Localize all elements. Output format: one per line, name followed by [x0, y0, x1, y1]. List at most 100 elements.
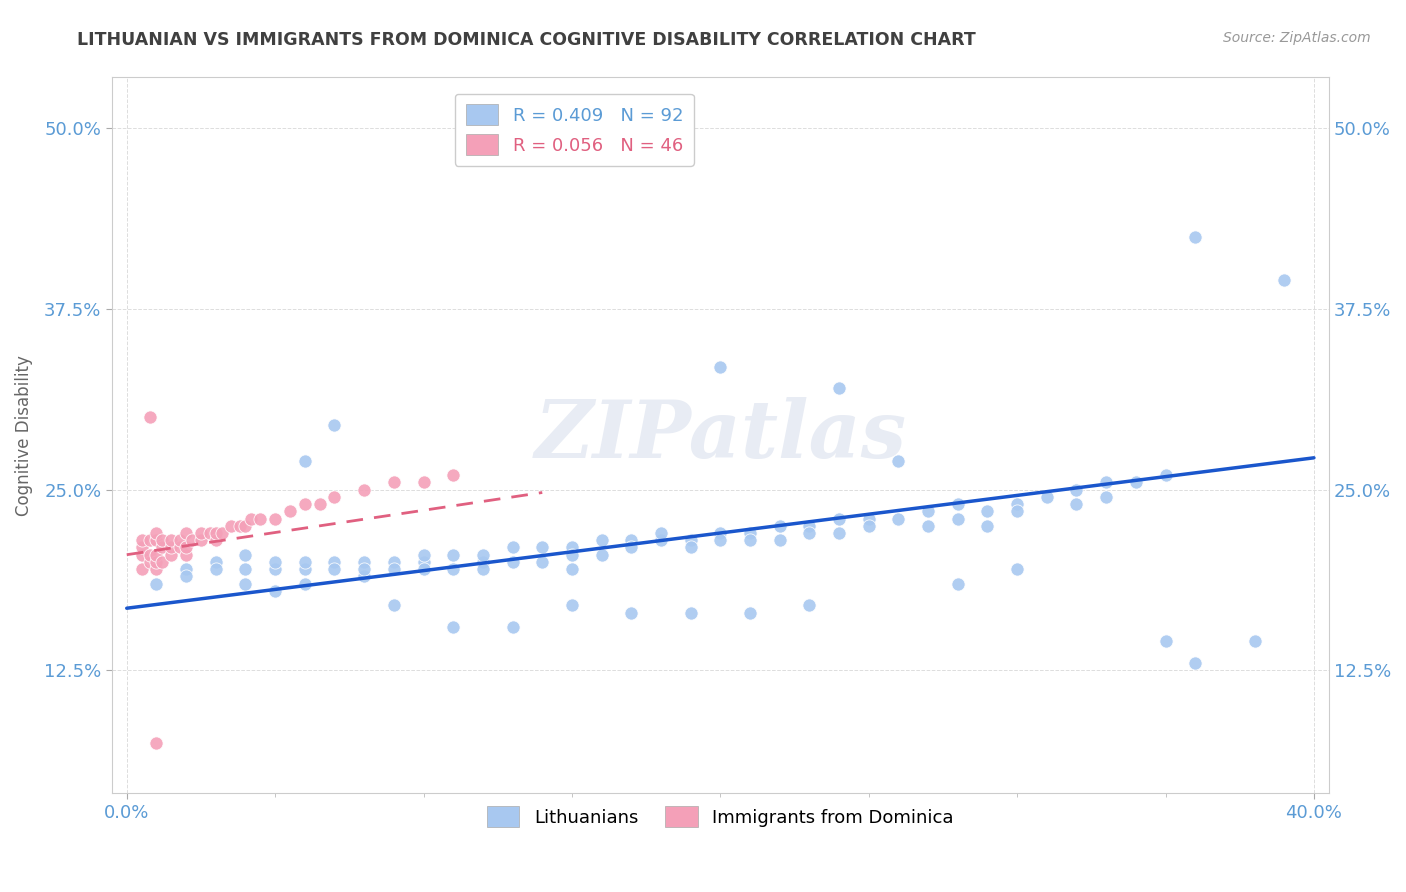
- Point: [382, 562, 405, 576]
- Point: [145, 576, 167, 591]
- Point: [174, 562, 197, 576]
- Point: [471, 555, 494, 569]
- Point: [190, 533, 212, 548]
- Point: [382, 599, 405, 613]
- Point: [235, 576, 257, 591]
- Point: [650, 526, 672, 541]
- Point: [139, 555, 162, 569]
- Point: [799, 599, 821, 613]
- Point: [211, 526, 233, 541]
- Point: [131, 533, 153, 548]
- Point: [294, 497, 316, 511]
- Point: [190, 526, 212, 541]
- Point: [561, 562, 583, 576]
- Point: [1184, 656, 1206, 670]
- Point: [531, 541, 554, 555]
- Point: [204, 555, 226, 569]
- Point: [204, 533, 226, 548]
- Point: [502, 620, 524, 634]
- Point: [441, 468, 464, 483]
- Point: [160, 548, 183, 562]
- Point: [174, 569, 197, 583]
- Point: [441, 562, 464, 576]
- Point: [412, 562, 434, 576]
- Point: [1184, 229, 1206, 244]
- Point: [946, 497, 969, 511]
- Point: [1005, 504, 1028, 518]
- Point: [799, 518, 821, 533]
- Point: [799, 526, 821, 541]
- Point: [858, 511, 880, 525]
- Point: [294, 453, 316, 467]
- Point: [131, 562, 153, 576]
- Point: [145, 526, 167, 541]
- Point: [264, 562, 287, 576]
- Point: [1095, 475, 1118, 490]
- Point: [139, 410, 162, 425]
- Point: [1066, 497, 1088, 511]
- Point: [204, 562, 226, 576]
- Point: [471, 562, 494, 576]
- Point: [1125, 475, 1147, 490]
- Point: [278, 504, 301, 518]
- Point: [294, 576, 316, 591]
- Point: [240, 511, 263, 525]
- Point: [235, 562, 257, 576]
- Point: [591, 533, 613, 548]
- Point: [917, 518, 939, 533]
- Point: [353, 483, 375, 497]
- Point: [169, 541, 191, 555]
- Point: [887, 453, 910, 467]
- Point: [1154, 468, 1177, 483]
- Point: [1005, 562, 1028, 576]
- Point: [976, 518, 998, 533]
- Point: [620, 541, 643, 555]
- Point: [198, 526, 221, 541]
- Point: [264, 583, 287, 598]
- Point: [323, 555, 346, 569]
- Point: [174, 548, 197, 562]
- Point: [219, 518, 242, 533]
- Point: [1005, 497, 1028, 511]
- Point: [591, 548, 613, 562]
- Point: [738, 526, 761, 541]
- Point: [946, 511, 969, 525]
- Point: [679, 533, 702, 548]
- Point: [502, 541, 524, 555]
- Point: [1036, 490, 1059, 504]
- Point: [946, 576, 969, 591]
- Point: [174, 526, 197, 541]
- Point: [709, 359, 731, 374]
- Point: [131, 548, 153, 562]
- Point: [174, 541, 197, 555]
- Point: [620, 533, 643, 548]
- Point: [204, 526, 226, 541]
- Point: [738, 533, 761, 548]
- Point: [145, 533, 167, 548]
- Point: [650, 533, 672, 548]
- Point: [264, 511, 287, 525]
- Point: [738, 606, 761, 620]
- Point: [679, 541, 702, 555]
- Point: [353, 569, 375, 583]
- Point: [382, 475, 405, 490]
- Legend: Lithuanians, Immigrants from Dominica: Lithuanians, Immigrants from Dominica: [479, 799, 960, 834]
- Point: [235, 548, 257, 562]
- Point: [679, 606, 702, 620]
- Point: [139, 548, 162, 562]
- Point: [323, 417, 346, 432]
- Point: [150, 555, 173, 569]
- Point: [294, 562, 316, 576]
- Point: [353, 555, 375, 569]
- Point: [139, 533, 162, 548]
- Point: [353, 562, 375, 576]
- Point: [441, 620, 464, 634]
- Point: [858, 518, 880, 533]
- Point: [1154, 634, 1177, 648]
- Point: [150, 533, 173, 548]
- Point: [412, 548, 434, 562]
- Point: [412, 555, 434, 569]
- Point: [145, 562, 167, 576]
- Point: [1066, 483, 1088, 497]
- Point: [145, 555, 167, 569]
